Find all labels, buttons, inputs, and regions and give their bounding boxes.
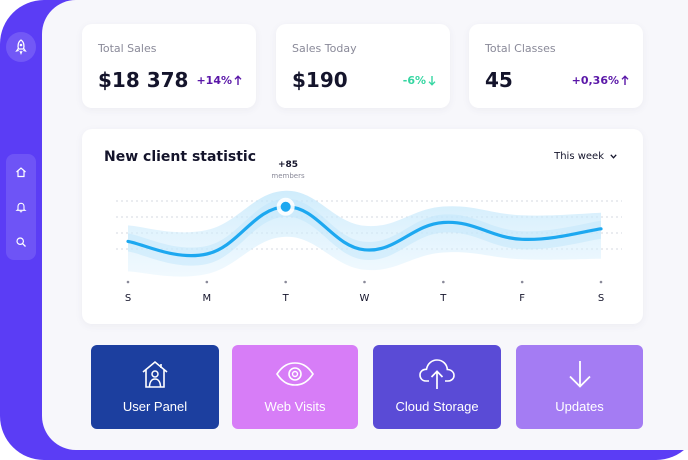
stat-change: -6% — [403, 74, 436, 87]
home-icon[interactable] — [10, 161, 32, 183]
sidebar — [0, 0, 44, 440]
x-tick-label: T — [439, 293, 447, 304]
stat-change-value: +14% — [196, 74, 232, 87]
sidebar-nav — [6, 154, 36, 260]
chart-card: New client statistic This week +85 membe… — [82, 129, 643, 324]
x-tick-dot — [442, 280, 445, 284]
series-line — [126, 205, 603, 258]
x-tick-dot — [520, 280, 524, 284]
tile-label: Cloud Storage — [395, 399, 479, 414]
stat-card-total-sales: Total Sales $18 378 +14% — [82, 24, 256, 108]
peak-value: +85 — [277, 160, 299, 170]
stat-label: Total Sales — [98, 42, 157, 55]
peak-point[interactable] — [280, 201, 291, 212]
x-tick-dot — [363, 280, 366, 284]
x-tick-dot — [599, 280, 603, 284]
stat-label: Total Classes — [485, 42, 556, 55]
x-tick-label: S — [125, 293, 131, 304]
house-user-icon — [138, 357, 172, 391]
stat-change: +14% — [196, 74, 242, 87]
arrow-up-icon — [234, 75, 242, 85]
peak-unit: members — [271, 172, 305, 180]
stat-change-value: +0,36% — [571, 74, 619, 87]
rocket-icon[interactable] — [6, 32, 36, 62]
x-tick-label: T — [282, 293, 290, 304]
confidence-band — [128, 190, 601, 277]
stat-change-value: -6% — [402, 74, 426, 87]
arrow-up-icon — [621, 75, 629, 85]
range-dropdown[interactable]: This week — [554, 151, 617, 162]
bell-icon[interactable] — [10, 196, 32, 218]
stat-card-sales-today: Sales Today $190 -6% — [276, 24, 450, 108]
x-tick-dot — [284, 280, 287, 284]
cloud-upload-icon — [418, 357, 456, 391]
stat-value: $190 — [292, 68, 348, 92]
tile-cloud-storage[interactable]: Cloud Storage — [373, 345, 501, 429]
tile-label: Web Visits — [264, 399, 326, 414]
stat-change: +0,36% — [572, 74, 629, 87]
stat-value: 45 — [485, 68, 513, 92]
x-tick-label: F — [519, 293, 525, 304]
confidence-band-inner — [128, 198, 601, 266]
chart-title: New client statistic — [104, 149, 257, 165]
tile-label: User Panel — [122, 399, 188, 414]
tile-updates[interactable]: Updates — [516, 345, 643, 429]
x-tick-label: S — [598, 293, 604, 304]
tile-web-visits[interactable]: Web Visits — [232, 345, 358, 429]
x-tick-label: M — [203, 293, 212, 304]
tile-user-panel[interactable]: User Panel — [91, 345, 219, 429]
range-label: This week — [554, 151, 604, 162]
tile-label: Updates — [555, 399, 604, 414]
x-tick-label: W — [360, 293, 370, 304]
stat-card-total-classes: Total Classes 45 +0,36% — [469, 24, 643, 108]
x-tick-dot — [205, 280, 209, 284]
eye-icon — [275, 357, 315, 391]
stat-value: $18 378 — [98, 68, 189, 92]
stat-label: Sales Today — [292, 42, 357, 55]
search-icon[interactable] — [10, 231, 32, 253]
arrow-down-icon — [567, 357, 593, 391]
x-tick-dot — [126, 280, 130, 284]
arrow-down-icon — [428, 76, 436, 86]
chevron-down-icon — [610, 154, 617, 159]
